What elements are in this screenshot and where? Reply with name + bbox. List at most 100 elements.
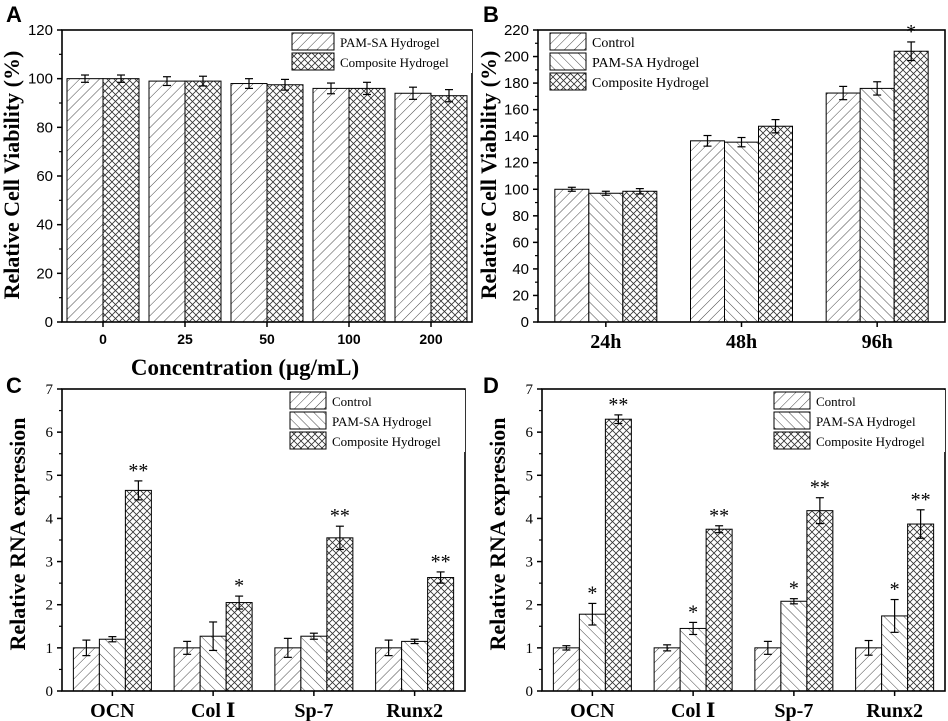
panel-b-y-axis-label: Relative Cell Viability (%) bbox=[476, 51, 501, 300]
panel-b-chart: * 24h 48h 96h 0 20 40 60 80 100 120 140 160 180 200 220… bbox=[476, 21, 946, 353]
panel-a-y-tick-label: 40 bbox=[36, 217, 53, 234]
panel-c-bar bbox=[98, 638, 126, 692]
panel-d-legend-label: PAM-SA Hydrogel bbox=[816, 414, 916, 429]
panel-a-x-tick-label: 50 bbox=[259, 331, 275, 347]
panel-d-legend-swatch bbox=[773, 411, 811, 430]
panel-letter-b: B bbox=[483, 2, 499, 27]
panel-b-y-tick-label: 20 bbox=[512, 287, 529, 304]
panel-d-y-tick-label: 5 bbox=[526, 468, 534, 484]
panel-c-legend-label: PAM-SA Hydrogel bbox=[332, 414, 432, 429]
panel-c-bar bbox=[326, 537, 354, 692]
panel-a-x-tick-label: 100 bbox=[337, 331, 361, 347]
panel-c-y-tick-label: 2 bbox=[46, 598, 54, 614]
panel-d-bar bbox=[578, 613, 606, 692]
panel-d-significance-label: * bbox=[688, 601, 698, 623]
panel-b-legend: Control PAM-SA Hydrogel Composite Hydrogel bbox=[548, 31, 730, 93]
panel-a-x-tick-label: 0 bbox=[99, 331, 107, 347]
panel-d-significance-label: ** bbox=[608, 394, 628, 416]
panel-d-y-axis-label: Relative RNA expression bbox=[485, 417, 510, 650]
panel-a-bar bbox=[394, 92, 432, 323]
panel-b-y-tick-label: 120 bbox=[504, 155, 529, 172]
panel-d-y-tick-label: 7 bbox=[526, 382, 534, 398]
panel-b-x-tick-label: 24h bbox=[590, 331, 621, 353]
panel-c-y-tick-label: 4 bbox=[46, 511, 54, 527]
panel-d-y-tick-label: 3 bbox=[526, 555, 534, 571]
panel-a-x-tick-label: 200 bbox=[419, 331, 443, 347]
panel-d-bar bbox=[806, 510, 834, 692]
panel-c-bar bbox=[300, 635, 328, 692]
panel-d-legend-swatch bbox=[773, 391, 811, 410]
panel-b-y-tick-label: 200 bbox=[504, 49, 529, 66]
panel-a-legend-swatch bbox=[291, 52, 335, 71]
panel-c-chart: *******OCN Col Ⅰ Sp-7 Runx201234567ControlP… bbox=[5, 382, 466, 721]
panel-b-bar bbox=[554, 188, 590, 323]
panel-c-bar bbox=[427, 577, 455, 692]
panel-b-bar bbox=[859, 87, 895, 323]
panel-d-x-tick-label: Sp-7 bbox=[774, 700, 813, 721]
panel-c-legend-swatch bbox=[289, 391, 327, 410]
panel-d-bar bbox=[552, 647, 580, 692]
panel-a-chart: 0 25 50 100 200 0 20 40 60 80 100 120 PAM-SA Hydroge… bbox=[0, 22, 473, 380]
panel-b-y-tick-label: 100 bbox=[504, 181, 529, 198]
panel-d-legend-label: Control bbox=[816, 394, 856, 409]
panel-a-x-axis-label: Concentration (μg/mL) bbox=[131, 355, 359, 380]
panel-d-significance-label: * bbox=[890, 579, 900, 601]
panel-d-y-tick-label: 2 bbox=[526, 598, 534, 614]
panel-c-bar bbox=[124, 489, 152, 692]
panel-a-legend: PAM-SA Hydrogel Composite Hydrogel bbox=[290, 31, 472, 73]
panel-b-legend-label: Composite Hydrogel bbox=[592, 76, 709, 91]
panel-d-significance-label: ** bbox=[810, 477, 830, 499]
panel-c-x-tick-label: OCN bbox=[90, 700, 135, 721]
panel-c-bar bbox=[401, 640, 429, 692]
panel-c-bar bbox=[225, 602, 253, 692]
panel-d-bar bbox=[653, 647, 681, 692]
panel-b-y-tick-label: 140 bbox=[504, 128, 529, 145]
panel-d-legend: Control PAM-SA Hydrogel Composite Hydrogel bbox=[772, 390, 945, 452]
panel-d-x-tick-label: Col Ⅰ bbox=[671, 700, 715, 721]
panel-d-bar bbox=[705, 528, 733, 692]
panel-c-legend-swatch bbox=[289, 411, 327, 430]
panel-b-legend-swatch bbox=[549, 72, 587, 91]
panel-b-x-tick-label: 48h bbox=[726, 331, 757, 353]
panel-c-y-tick-label: 6 bbox=[46, 425, 54, 441]
panel-a-y-tick-label: 120 bbox=[28, 22, 53, 39]
panel-d-significance-label: ** bbox=[911, 489, 931, 511]
panel-a-bar bbox=[230, 83, 268, 323]
panel-d-legend-swatch bbox=[773, 431, 811, 450]
panel-c-x-tick-label: Runx2 bbox=[386, 700, 443, 721]
panel-b-bar bbox=[690, 140, 725, 323]
panel-d-x-tick-label: OCN bbox=[570, 700, 615, 721]
panel-c-y-tick-label: 7 bbox=[46, 382, 54, 398]
panel-d-bar bbox=[780, 600, 808, 692]
panel-b-bar bbox=[893, 50, 929, 323]
panel-a-bar bbox=[348, 87, 386, 323]
panel-c-significance-label: ** bbox=[330, 505, 350, 527]
panel-a-bar bbox=[184, 80, 222, 323]
panel-d-chart: ************OCN Col Ⅰ Sp-7 Runx201234567Con… bbox=[485, 382, 946, 721]
panel-d-y-tick-label: 4 bbox=[526, 511, 534, 527]
panel-c-y-tick-label: 5 bbox=[46, 468, 54, 484]
panel-d-legend-label: Composite Hydrogel bbox=[816, 434, 925, 449]
panel-a-y-tick-label: 0 bbox=[45, 314, 53, 331]
panel-b-bar bbox=[724, 141, 759, 323]
panel-a-bar bbox=[430, 95, 468, 323]
panel-b-legend-label: Control bbox=[592, 36, 635, 51]
panel-a-y-tick-label: 60 bbox=[36, 168, 53, 185]
panel-b-x-tick-label: 96h bbox=[862, 331, 893, 353]
panel-a-legend-swatch bbox=[291, 32, 335, 51]
panel-a-y-axis-label: Relative Cell Viability (%) bbox=[0, 51, 24, 300]
panel-c-legend-label: Composite Hydrogel bbox=[332, 434, 441, 449]
panel-c-x-tick-label: Col Ⅰ bbox=[191, 700, 235, 721]
panel-d-bar bbox=[679, 627, 707, 692]
panel-d-bar bbox=[604, 418, 632, 692]
panel-b-y-tick-label: 40 bbox=[512, 261, 529, 278]
panel-a-bar bbox=[312, 87, 350, 323]
panel-b-significance-label: * bbox=[906, 21, 916, 43]
panel-d-significance-label: * bbox=[789, 578, 799, 600]
panel-b-legend-label: PAM-SA Hydrogel bbox=[592, 56, 699, 71]
panel-c-significance-label: * bbox=[234, 575, 244, 597]
panel-b-y-tick-label: 80 bbox=[512, 208, 529, 225]
panel-a-y-tick-label: 100 bbox=[28, 71, 53, 88]
panel-a-legend-label: Composite Hydrogel bbox=[340, 55, 449, 70]
